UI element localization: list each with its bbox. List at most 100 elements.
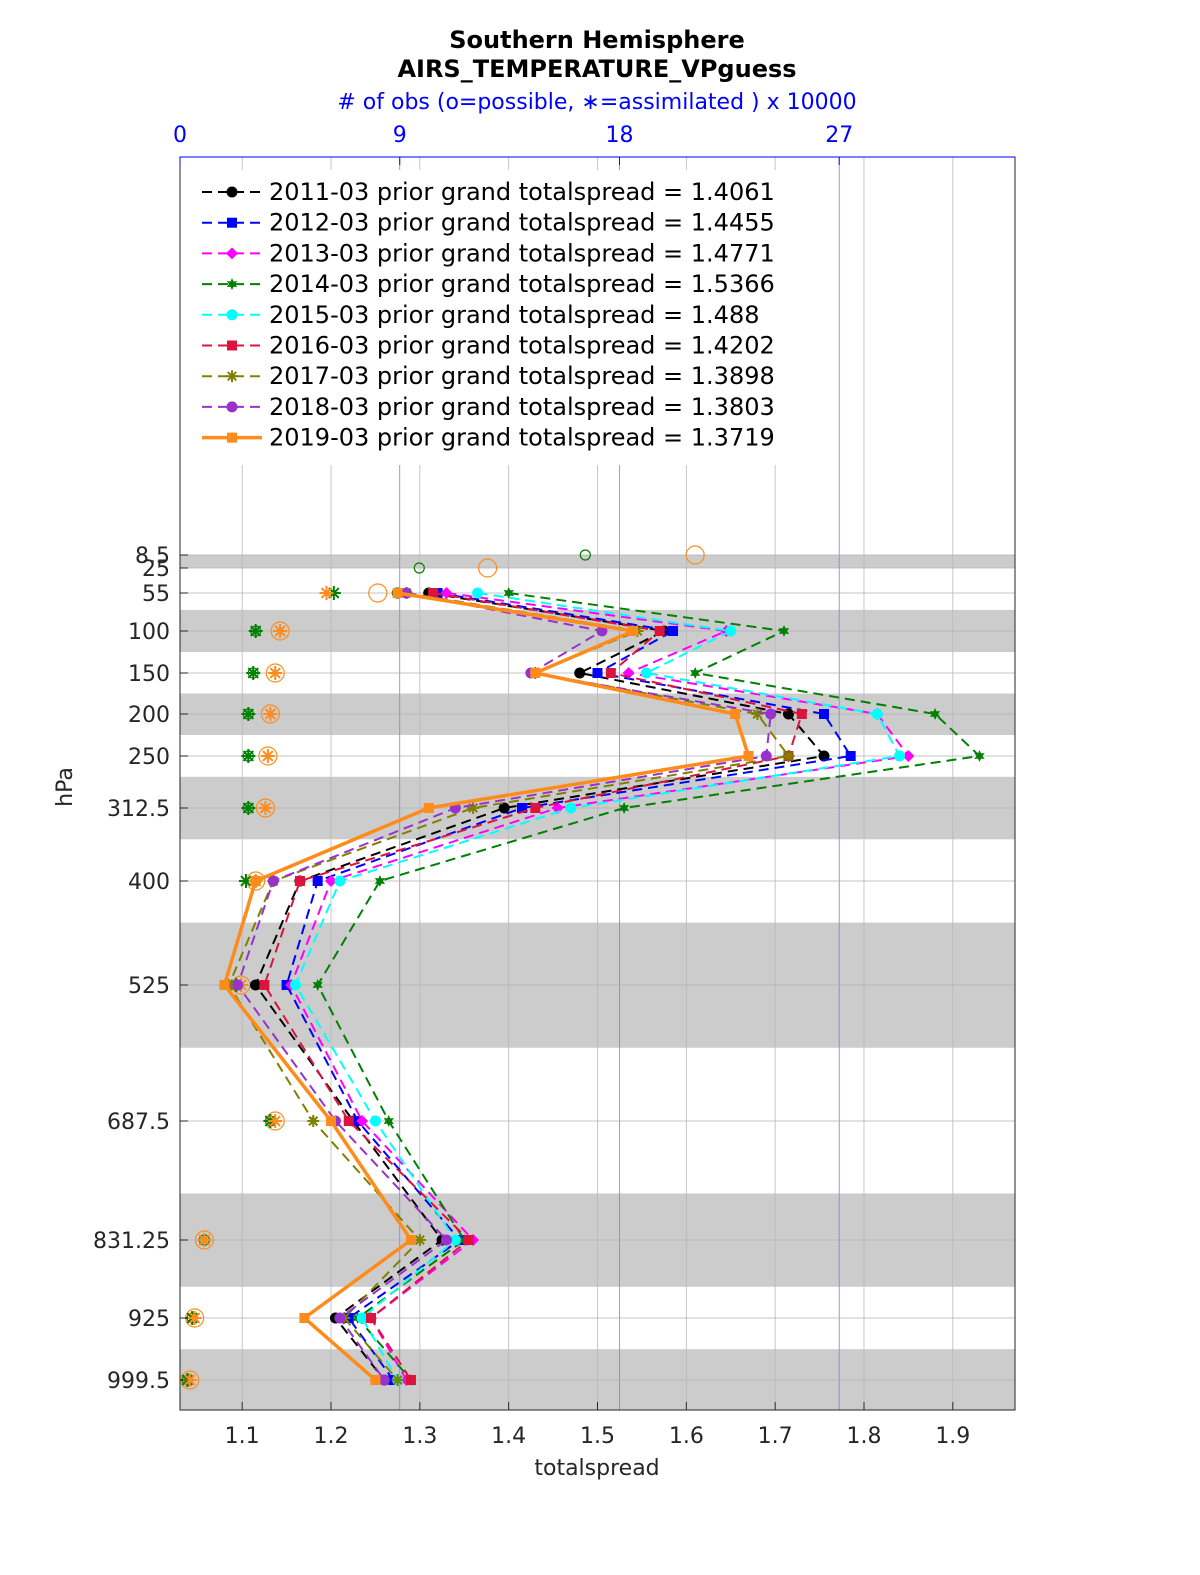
series-point bbox=[312, 876, 323, 886]
x-tick-label: 1.4 bbox=[491, 1424, 526, 1449]
series-point bbox=[250, 876, 261, 886]
series-point bbox=[467, 802, 480, 814]
obs-possible-marker bbox=[258, 746, 278, 766]
series-line bbox=[236, 592, 772, 1381]
obs-assimilated-marker bbox=[241, 749, 256, 763]
series-point bbox=[370, 1375, 381, 1385]
series-point bbox=[413, 1234, 426, 1246]
legend-entry: 2017-03 prior grand totalspread = 1.3898 bbox=[269, 362, 775, 390]
legend-entry: 2016-03 prior grand totalspread = 1.4202 bbox=[269, 332, 775, 360]
obs-assimilated-marker bbox=[241, 801, 256, 815]
obs-possible-marker bbox=[194, 1230, 215, 1250]
series-point bbox=[299, 1313, 310, 1323]
series-line bbox=[294, 592, 902, 1381]
legend-marker bbox=[227, 340, 237, 351]
series-point bbox=[894, 750, 906, 762]
y-tick-label: 525 bbox=[128, 974, 170, 999]
series-point bbox=[498, 802, 510, 814]
series-point bbox=[326, 1116, 337, 1126]
series-point bbox=[751, 708, 764, 720]
series-line bbox=[254, 592, 826, 1381]
series-point bbox=[871, 708, 883, 720]
top-axis-tick-label: 9 bbox=[393, 123, 407, 148]
series-point bbox=[778, 625, 790, 637]
series-point bbox=[343, 1116, 354, 1126]
series-point bbox=[334, 1312, 346, 1324]
legend-marker bbox=[226, 309, 238, 321]
series-point bbox=[405, 1235, 416, 1245]
top-axis-tick-label: 18 bbox=[605, 123, 633, 148]
y-tick-label: 150 bbox=[128, 662, 170, 687]
series-line bbox=[316, 592, 982, 1381]
series-point bbox=[929, 708, 941, 720]
series-point bbox=[760, 750, 772, 762]
legend-marker bbox=[226, 370, 238, 383]
y-tick-label: 55 bbox=[142, 582, 170, 607]
x-tick-label: 1.2 bbox=[314, 1424, 349, 1449]
obs-possible-marker bbox=[260, 704, 280, 724]
top-axis-tick-label: 0 bbox=[173, 123, 187, 148]
series-point bbox=[974, 750, 985, 762]
obs-assimilated-marker bbox=[258, 801, 273, 815]
series-point bbox=[782, 750, 795, 762]
series-point bbox=[267, 875, 279, 887]
series-point bbox=[423, 803, 434, 813]
series-point bbox=[565, 802, 577, 814]
x-tick-label: 1.5 bbox=[580, 1424, 615, 1449]
series-point bbox=[516, 803, 527, 813]
obs-possible-marker bbox=[255, 798, 276, 818]
y-tick-label: 8.5 bbox=[135, 544, 170, 569]
axis-ticks: 1.1 1.2 1.3 1.4 1.5 1.6 1.7 1.8 1.9 0 9 18 27 8.52555… bbox=[93, 123, 1015, 1449]
series-point bbox=[405, 1375, 416, 1385]
legend-entry: 2014-03 prior grand totalspread = 1.5366 bbox=[269, 270, 775, 298]
obs-assimilated-marker bbox=[268, 1114, 283, 1128]
obs-assimilated-marker bbox=[241, 707, 256, 721]
series-point bbox=[472, 587, 484, 599]
series-point bbox=[725, 625, 737, 637]
series-point bbox=[383, 1115, 394, 1127]
x-tick-label: 1.6 bbox=[669, 1424, 704, 1449]
legend-marker bbox=[227, 217, 237, 228]
series-point bbox=[440, 1234, 452, 1246]
series-point bbox=[232, 979, 244, 991]
y-tick-label: 400 bbox=[128, 870, 170, 895]
series-point bbox=[325, 875, 338, 887]
obs-assimilated-marker bbox=[268, 666, 283, 680]
series-point bbox=[628, 626, 639, 636]
legend-marker bbox=[226, 278, 238, 291]
series-point bbox=[378, 1374, 390, 1386]
series-point bbox=[619, 802, 630, 814]
legend-entry: 2012-03 prior grand totalspread = 1.4455 bbox=[269, 209, 775, 237]
chart-subtitle: AIRS_TEMPERATURE_VPguess bbox=[397, 55, 796, 83]
series-point bbox=[668, 626, 679, 636]
obs-assimilated-marker bbox=[197, 1233, 212, 1247]
series-line bbox=[289, 592, 911, 1381]
series-point bbox=[369, 1115, 381, 1127]
legend-marker bbox=[226, 247, 238, 260]
series-point bbox=[503, 587, 514, 599]
series-point bbox=[765, 708, 777, 720]
obs-assimilated-marker bbox=[187, 1311, 202, 1325]
legend: 2011-03 prior grand totalspread = 1.4061… bbox=[190, 170, 810, 465]
series-point bbox=[289, 979, 301, 991]
legend-entry: 2013-03 prior grand totalspread = 1.4771 bbox=[269, 239, 775, 267]
y-tick-label: 687.5 bbox=[107, 1110, 170, 1135]
obs-assimilated-marker bbox=[260, 749, 275, 763]
legend-entry: 2011-03 prior grand totalspread = 1.4061 bbox=[269, 178, 775, 206]
obs-assimilated-marker bbox=[248, 624, 263, 638]
obs-assimilated-marker bbox=[238, 874, 253, 888]
series-point bbox=[845, 751, 856, 761]
x-tick-label: 1.1 bbox=[225, 1424, 260, 1449]
legend-box bbox=[190, 170, 810, 465]
series-point bbox=[294, 876, 305, 886]
series-point bbox=[312, 979, 323, 991]
series-point bbox=[463, 1235, 474, 1245]
y-tick-label: 925 bbox=[128, 1307, 170, 1332]
obs-assimilated-marker bbox=[326, 586, 341, 600]
x-tick-label: 1.9 bbox=[935, 1424, 970, 1449]
series-point bbox=[605, 668, 616, 678]
series-point bbox=[334, 875, 346, 887]
legend-marker bbox=[226, 186, 238, 198]
y-tick-label: 312.5 bbox=[107, 797, 170, 822]
x-tick-label: 1.3 bbox=[402, 1424, 437, 1449]
